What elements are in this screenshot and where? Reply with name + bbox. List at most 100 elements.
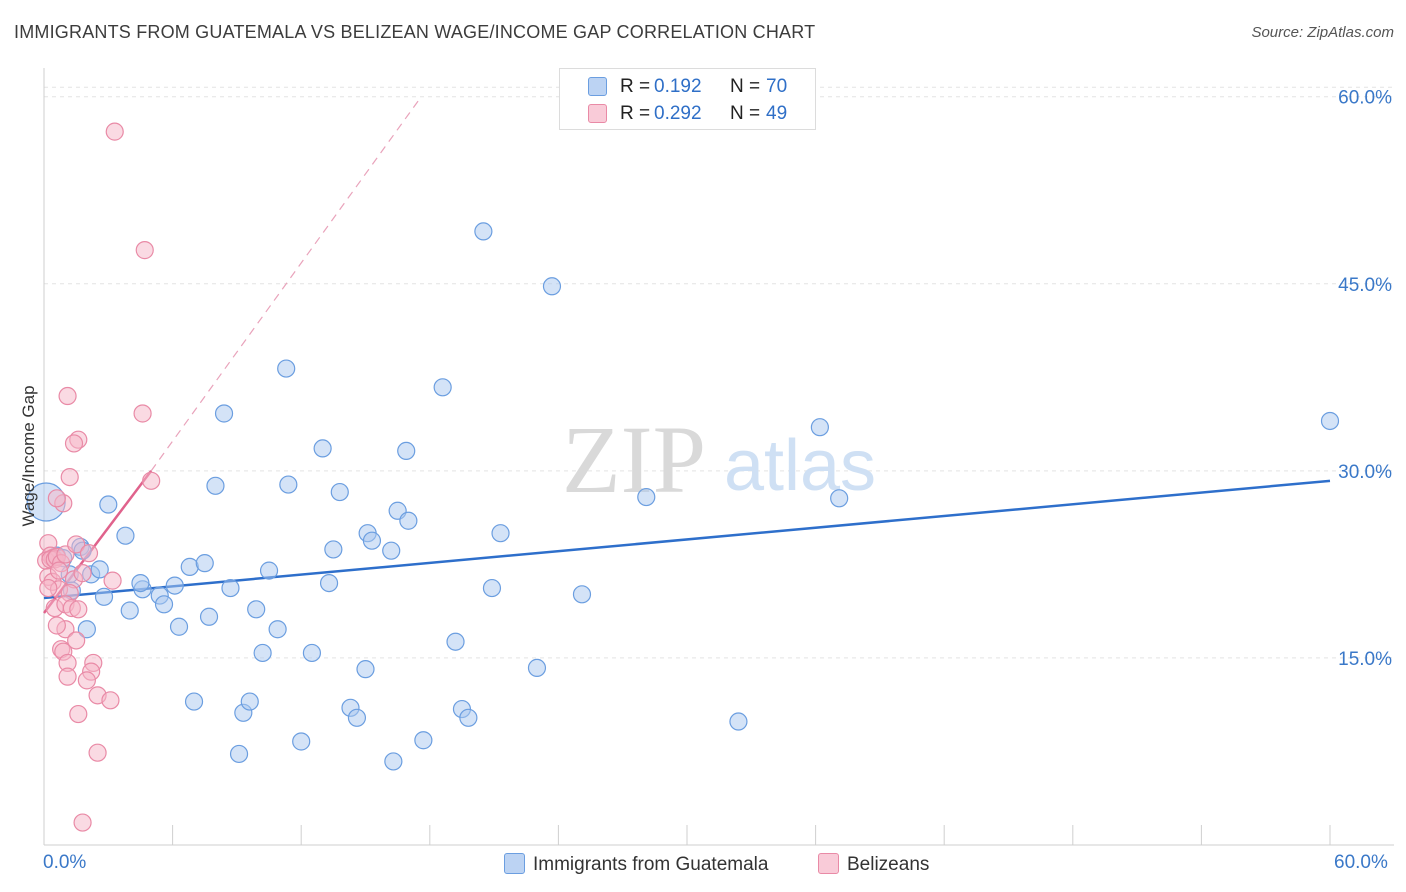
guatemala-point-39[interactable]: [319, 573, 339, 593]
guatemala-point-37[interactable]: [302, 643, 322, 663]
guatemala-point-13[interactable]: [120, 601, 139, 620]
belizeans-point-7[interactable]: [142, 471, 161, 490]
guatemala-point-53[interactable]: [433, 378, 452, 397]
guatemala-point-51[interactable]: [399, 511, 418, 530]
guatemala-point-19[interactable]: [169, 617, 189, 636]
belizeans-point-33[interactable]: [67, 631, 86, 650]
guatemala-point-54[interactable]: [446, 632, 465, 651]
guatemala-point-24[interactable]: [206, 476, 225, 495]
guatemala-point-62[interactable]: [572, 585, 592, 604]
legend-n-value: 49: [766, 103, 788, 124]
guatemala-point-40[interactable]: [324, 540, 343, 559]
trend-lines: [43, 96, 1331, 614]
belizeans-point-47[interactable]: [73, 564, 92, 583]
trend-line-guatemala: [43, 479, 1331, 600]
legend-row-guatemala: R = 0.192 N = 70: [560, 73, 815, 101]
guatemala-point-36[interactable]: [292, 732, 311, 751]
belizeans-point-3[interactable]: [133, 404, 152, 423]
guatemala-point-35[interactable]: [279, 475, 298, 494]
guatemala-point-8[interactable]: [77, 620, 96, 639]
guatemala-point-9[interactable]: [90, 560, 109, 579]
guatemala-point-60[interactable]: [527, 658, 547, 678]
guatemala-point-63[interactable]: [637, 487, 656, 507]
guatemala-point-29[interactable]: [240, 692, 259, 711]
guatemala-point-41[interactable]: [330, 482, 349, 502]
guatemala-point-32[interactable]: [259, 561, 279, 580]
guatemala-point-58[interactable]: [482, 578, 502, 598]
guatemala-point-26[interactable]: [221, 578, 240, 598]
guatemala-point-61[interactable]: [542, 277, 562, 296]
legend-item-belizeans[interactable]: Belizeans: [818, 853, 929, 876]
legend-r-label: R =: [620, 76, 651, 97]
belizeans-point-44[interactable]: [88, 743, 107, 762]
belizeans-point-46[interactable]: [49, 561, 69, 580]
guatemala-point-56[interactable]: [459, 708, 478, 727]
legend-row-belizeans: R = 0.292 N = 49: [560, 100, 815, 128]
guatemala-point-38[interactable]: [313, 439, 332, 458]
series-belizeans-points: [37, 122, 161, 832]
guatemala-point-18[interactable]: [165, 576, 184, 595]
guatemala-point-33[interactable]: [268, 620, 287, 639]
guatemala-point-64[interactable]: [729, 712, 748, 731]
guatemala-point-10[interactable]: [99, 495, 118, 514]
chart-title: IMMIGRANTS FROM GUATEMALA VS BELIZEAN WA…: [14, 22, 816, 42]
gridlines: [44, 86, 1394, 659]
belizeans-point-42[interactable]: [101, 691, 120, 710]
y-axis-label: Wage/Income Gap: [19, 385, 38, 526]
legend-n-label: N =: [730, 103, 761, 124]
guatemala-point-67[interactable]: [1320, 411, 1340, 431]
guatemala-point-22[interactable]: [195, 554, 214, 573]
belizeans-point-19[interactable]: [67, 535, 86, 554]
belizeans-point-6[interactable]: [60, 467, 79, 487]
guatemala-point-30[interactable]: [247, 600, 266, 619]
belizeans-point-9[interactable]: [47, 489, 66, 508]
guatemala-point-25[interactable]: [214, 404, 234, 423]
x-tick-label-left: 0.0%: [43, 852, 87, 873]
guatemala-point-34[interactable]: [277, 359, 296, 378]
guatemala-point-31[interactable]: [253, 643, 272, 663]
trend-line-belizeans-extension: [150, 96, 422, 472]
belizeans-point-40[interactable]: [77, 671, 96, 690]
belizeans-point-2[interactable]: [58, 386, 77, 406]
legend-label-belizeans: Belizeans: [847, 854, 930, 875]
belizeans-point-45[interactable]: [73, 813, 92, 832]
guatemala-point-57[interactable]: [474, 222, 493, 241]
guatemala-point-43[interactable]: [347, 708, 367, 727]
legend-n-label: N =: [730, 76, 761, 97]
guatemala-point-23[interactable]: [199, 607, 219, 626]
belizeans-point-1[interactable]: [135, 241, 154, 260]
guatemala-point-66[interactable]: [830, 489, 849, 508]
guatemala-point-12[interactable]: [116, 526, 135, 545]
belizeans-point-32[interactable]: [47, 616, 66, 635]
belizeans-point-39[interactable]: [58, 667, 77, 686]
belizeans-point-30[interactable]: [69, 600, 88, 619]
belizeans-point-20[interactable]: [79, 544, 99, 563]
legend-label-guatemala: Immigrants from Guatemala: [533, 854, 769, 875]
guatemala-point-27[interactable]: [229, 744, 249, 764]
belizeans-point-0[interactable]: [105, 122, 124, 141]
belizeans-point-48[interactable]: [103, 571, 122, 590]
belizeans-point-5[interactable]: [64, 434, 84, 453]
guatemala-point-17[interactable]: [154, 595, 174, 614]
belizeans-point-43[interactable]: [69, 704, 88, 724]
guatemala-point-59[interactable]: [491, 524, 510, 543]
guatemala-point-15[interactable]: [131, 573, 150, 593]
belizeans-point-26[interactable]: [39, 578, 58, 598]
legend-r-label: R =: [620, 103, 651, 124]
guatemala-point-52[interactable]: [414, 731, 433, 750]
guatemala-point-48[interactable]: [384, 752, 403, 771]
guatemala-point-47[interactable]: [382, 541, 401, 560]
guatemala-point-50[interactable]: [397, 441, 416, 460]
guatemala-point-65[interactable]: [810, 418, 829, 437]
guatemala-point-20[interactable]: [180, 557, 199, 576]
legend-swatch-pink: [588, 104, 607, 123]
legend-swatch-blue: [588, 77, 607, 96]
guatemala-point-46[interactable]: [362, 531, 382, 550]
source-label: Source: ZipAtlas.com: [1251, 24, 1394, 41]
correlation-legend: R = 0.192 N = 70 R = 0.292 N = 49: [559, 68, 816, 130]
legend-item-guatemala[interactable]: Immigrants from Guatemala: [504, 853, 768, 876]
guatemala-point-11[interactable]: [94, 587, 114, 606]
guatemala-point-44[interactable]: [356, 660, 375, 679]
guatemala-point-21[interactable]: [184, 692, 204, 711]
